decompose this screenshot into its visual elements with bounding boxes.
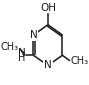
Text: N: N xyxy=(18,48,25,58)
Text: N: N xyxy=(44,61,52,70)
Text: CH₃: CH₃ xyxy=(71,56,89,66)
Text: OH: OH xyxy=(40,3,56,13)
Text: H: H xyxy=(18,53,25,63)
Text: N: N xyxy=(30,30,37,40)
Text: CH₃: CH₃ xyxy=(0,42,18,52)
